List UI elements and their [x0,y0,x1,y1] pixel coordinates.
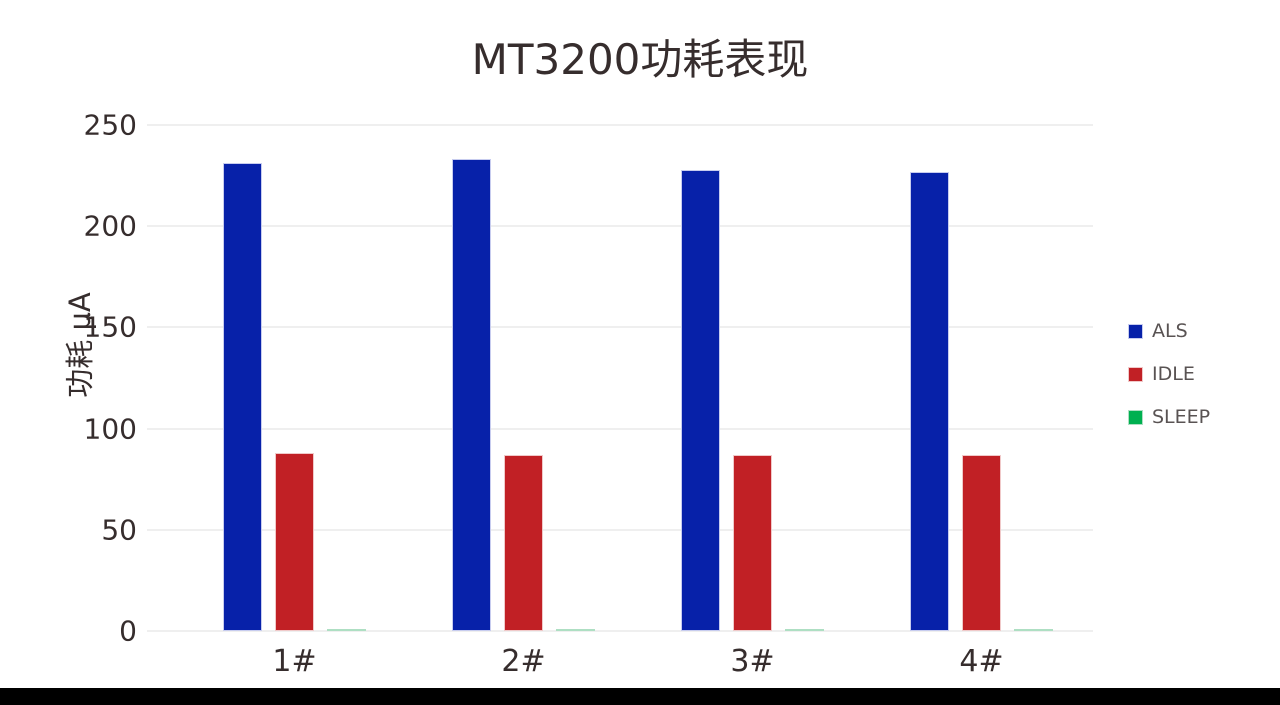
legend-label-idle: IDLE [1152,363,1195,385]
legend: ALS IDLE SLEEP [1128,320,1211,453]
bottom-black-bar [0,688,1280,705]
y-tick-250: 250 [83,108,137,142]
bar-als-4# [910,172,949,631]
legend-swatch-als [1128,324,1143,339]
bar-idle-3# [733,455,772,631]
bar-sleep-1# [327,629,366,631]
bar-als-3# [681,170,720,631]
bar-group-4# [867,125,1096,631]
bar-sleep-4# [1014,629,1053,631]
x-axis-labels: 1# 2# 3# 4# [180,644,1096,679]
legend-label-als: ALS [1152,320,1188,342]
gridline-150 [147,326,1093,329]
gridline-0 [147,630,1093,632]
gridline-50 [147,528,1093,531]
bar-group-1# [180,125,409,631]
legend-item-idle: IDLE [1128,363,1210,385]
y-tick-0: 0 [119,614,137,648]
bar-idle-1# [275,453,314,631]
y-tick-150: 150 [83,310,137,344]
legend-item-sleep: SLEEP [1128,406,1211,428]
x-label-3#: 3# [730,644,775,679]
gridline-200 [147,225,1093,228]
chart-title: MT3200功耗表现 [471,35,809,84]
bar-idle-2# [504,455,543,631]
legend-item-als: ALS [1128,320,1210,342]
bar-group-2# [409,125,638,631]
bar-sleep-2# [556,629,595,631]
plot-area [147,124,1096,632]
bar-idle-4# [962,455,1001,631]
bar-als-2# [452,159,491,631]
bar-groups [180,125,1096,631]
x-label-1#: 1# [272,644,317,679]
gridline-100 [147,427,1093,430]
legend-swatch-idle [1128,367,1143,382]
legend-label-sleep: SLEEP [1152,406,1211,428]
y-axis-tick-labels: 0 50 100 150 200 250 [0,109,137,648]
gridline-250 [147,124,1093,126]
y-tick-100: 100 [83,412,137,446]
bar-group-3# [638,125,867,631]
legend-swatch-sleep [1128,410,1143,425]
y-tick-50: 50 [101,513,137,547]
bar-sleep-3# [785,629,824,631]
y-tick-200: 200 [83,209,137,243]
x-label-2#: 2# [501,644,546,679]
x-label-4#: 4# [959,644,1004,679]
bar-als-1# [223,163,262,631]
